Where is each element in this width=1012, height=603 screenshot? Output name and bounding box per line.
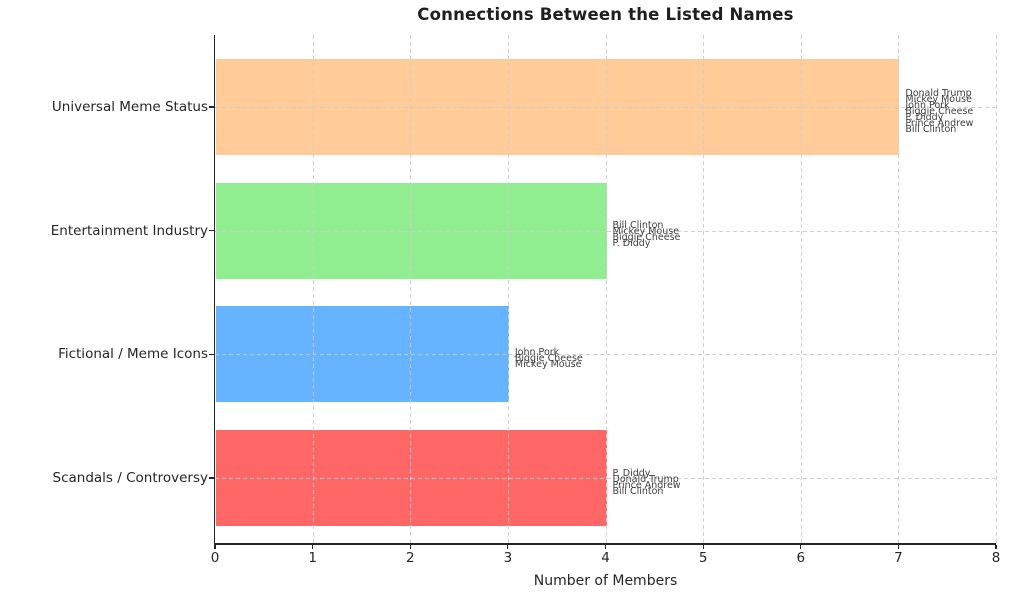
gridline-y-entertainment-industry xyxy=(215,230,996,232)
member-annotation-john-pork: John Pork xyxy=(905,99,950,111)
member-annotation-p-diddy: P. Diddy xyxy=(905,111,944,123)
member-annotation-biggie-cheese: Biggie Cheese xyxy=(905,105,974,117)
member-annotation-bill-clinton: Bill Clinton xyxy=(905,123,957,135)
member-annotation-bill-clinton: Bill Clinton xyxy=(612,220,664,232)
x-axis-label: Number of Members xyxy=(533,573,678,589)
member-annotation-john-pork: John Pork xyxy=(514,346,560,358)
y-category-label-scandals-controversy: Scandals / Controversy xyxy=(52,470,209,486)
member-annotation-mickey-mouse: Mickey Mouse xyxy=(514,358,582,370)
y-tick-entertainment-industry xyxy=(209,230,214,232)
x-tick-label-7: 7 xyxy=(894,550,903,566)
member-annotation-p-diddy: P. Diddy xyxy=(612,238,651,250)
gridline-x-8 xyxy=(996,35,997,543)
gridline-x-1 xyxy=(312,35,314,543)
member-annotation-donald-trump: Donald Trump xyxy=(612,473,679,485)
x-tick-0 xyxy=(214,544,216,549)
member-annotation-bill-clinton: Bill Clinton xyxy=(612,485,664,497)
x-tick-5 xyxy=(702,544,704,549)
member-annotation-mickey-mouse: Mickey Mouse xyxy=(905,93,972,105)
y-category-label-universal-meme-status: Universal Meme Status xyxy=(51,99,208,115)
gridline-y-scandals-controversy xyxy=(215,478,996,479)
member-annotation-p-diddy: P. Diddy xyxy=(612,467,651,479)
x-tick-6 xyxy=(800,544,802,549)
member-annotation-mickey-mouse: Mickey Mouse xyxy=(612,226,680,238)
gridline-x-6 xyxy=(800,35,802,543)
member-annotation-donald-trump: Donald Trump xyxy=(905,87,972,99)
member-annotation-biggie-cheese: Biggie Cheese xyxy=(612,232,681,244)
x-tick-1 xyxy=(312,544,314,549)
y-category-label-fictional-meme-icons: Fictional / Meme Icons xyxy=(58,346,208,363)
y-tick-scandals-controversy xyxy=(209,477,214,479)
x-tick-label-0: 0 xyxy=(210,550,220,566)
x-tick-label-1: 1 xyxy=(308,550,317,566)
gridline-x-5 xyxy=(703,35,705,543)
x-tick-7 xyxy=(897,544,899,549)
x-tick-label-4: 4 xyxy=(601,550,610,566)
chart-title: Connections Between the Listed Names xyxy=(417,5,794,24)
gridline-x-7 xyxy=(898,35,900,543)
x-tick-3 xyxy=(507,544,509,549)
x-tick-label-2: 2 xyxy=(405,550,415,566)
y-tick-universal-meme-status xyxy=(209,106,214,108)
x-tick-label-5: 5 xyxy=(698,550,708,566)
gridline-x-2 xyxy=(410,35,412,543)
member-annotation-prince-andrew: Prince Andrew xyxy=(905,117,974,129)
gridline-y-universal-meme-status xyxy=(215,107,996,108)
x-tick-8 xyxy=(995,544,997,549)
gridline-x-4 xyxy=(605,35,607,543)
member-annotation-biggie-cheese: Biggie Cheese xyxy=(514,352,583,364)
gridline-x-3 xyxy=(507,35,509,543)
x-tick-label-6: 6 xyxy=(796,550,806,566)
y-tick-fictional-meme-icons xyxy=(209,353,214,355)
x-tick-2 xyxy=(409,544,411,549)
x-tick-label-3: 3 xyxy=(503,550,513,566)
left-spine xyxy=(213,35,216,545)
member-annotation-prince-andrew: Prince Andrew xyxy=(612,479,681,491)
x-tick-label-8: 8 xyxy=(991,550,1001,566)
gridline-y-fictional-meme-icons xyxy=(215,354,996,356)
bottom-spine xyxy=(213,543,996,545)
y-category-label-entertainment-industry: Entertainment Industry xyxy=(50,222,208,239)
x-tick-4 xyxy=(604,544,607,549)
